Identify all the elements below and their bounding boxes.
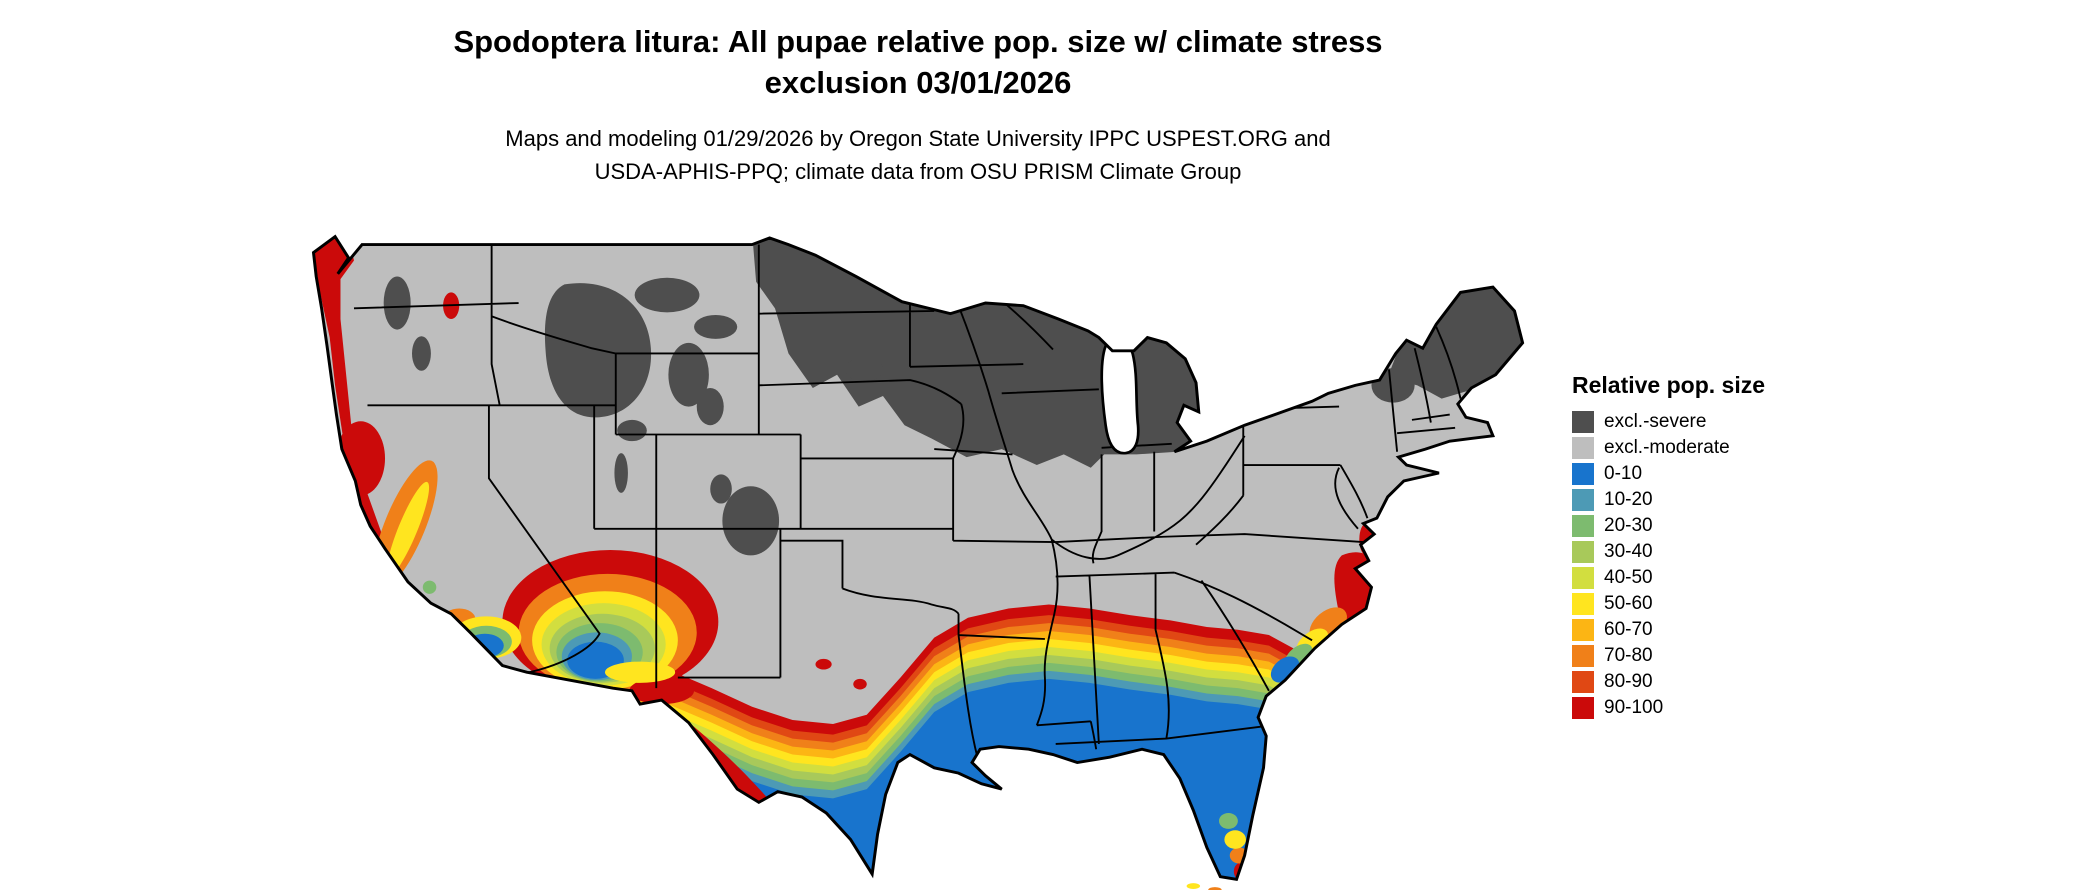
page-subtitle: Maps and modeling 01/29/2026 by Oregon S… <box>308 122 1528 188</box>
legend-item-label: excl.-moderate <box>1604 437 1730 458</box>
legend-swatch <box>1572 463 1594 485</box>
legend-item-label: 60-70 <box>1604 619 1653 640</box>
legend-item: 40-50 <box>1572 565 1892 591</box>
legend-title: Relative pop. size <box>1572 372 1766 398</box>
us-map-svg <box>311 234 1525 890</box>
legend-item-label: 30-40 <box>1604 541 1653 562</box>
legend-item-label: 90-100 <box>1604 697 1664 718</box>
page-title: Spodoptera litura: All pupae relative po… <box>308 22 1528 104</box>
legend-swatch <box>1572 541 1594 563</box>
legend-item: 30-40 <box>1572 539 1892 565</box>
legend-swatch <box>1572 515 1594 537</box>
legend: Relative pop. size excl.-severe excl.-mo… <box>1572 372 1892 721</box>
legend-list: excl.-severe excl.-moderate 0-10 10-20 2… <box>1572 409 1892 721</box>
lake-michigan <box>1100 337 1140 455</box>
subtitle-line-1: Maps and modeling 01/29/2026 by Oregon S… <box>505 126 1331 151</box>
legend-swatch <box>1572 619 1594 641</box>
florida-keys-speck-1 <box>1186 883 1201 889</box>
legend-swatch <box>1572 411 1594 433</box>
legend-item-label: 50-60 <box>1604 593 1653 614</box>
legend-item-label: 40-50 <box>1604 567 1653 588</box>
legend-item-label: 80-90 <box>1604 671 1653 692</box>
legend-swatch <box>1572 671 1594 693</box>
legend-item-label: 70-80 <box>1604 645 1653 666</box>
legend-swatch <box>1572 489 1594 511</box>
legend-item-label: excl.-severe <box>1604 411 1707 432</box>
legend-item: 10-20 <box>1572 487 1892 513</box>
legend-swatch <box>1572 593 1594 615</box>
legend-item: 50-60 <box>1572 591 1892 617</box>
legend-item: 60-70 <box>1572 617 1892 643</box>
legend-item: 90-100 <box>1572 695 1892 721</box>
subtitle-line-2: USDA-APHIS-PPQ; climate data from OSU PR… <box>594 159 1242 184</box>
us-outline <box>311 234 1525 882</box>
title-line-1: Spodoptera litura: All pupae relative po… <box>453 24 1383 59</box>
legend-item: 80-90 <box>1572 669 1892 695</box>
legend-item: 20-30 <box>1572 513 1892 539</box>
conus-map <box>300 226 1528 890</box>
title-line-2: exclusion 03/01/2026 <box>764 64 1072 100</box>
legend-item: 0-10 <box>1572 461 1892 487</box>
legend-swatch <box>1572 645 1594 667</box>
legend-swatch <box>1572 697 1594 719</box>
legend-item: excl.-moderate <box>1572 435 1892 461</box>
legend-item: excl.-severe <box>1572 409 1892 435</box>
legend-swatch <box>1572 567 1594 589</box>
legend-swatch <box>1572 437 1594 459</box>
legend-item-label: 0-10 <box>1604 463 1643 484</box>
legend-item-label: 10-20 <box>1604 489 1653 510</box>
legend-item-label: 20-30 <box>1604 515 1653 536</box>
legend-item: 70-80 <box>1572 643 1892 669</box>
florida-keys-speck-2 <box>1208 887 1222 890</box>
